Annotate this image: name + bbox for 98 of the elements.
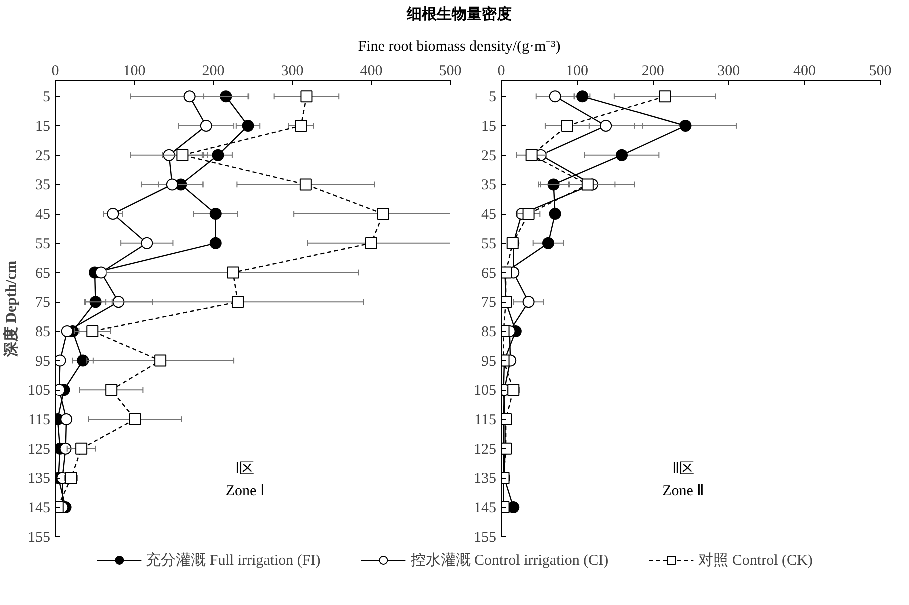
point bbox=[506, 237, 519, 250]
point bbox=[680, 120, 692, 132]
legend-label: 对照 Control (CK) bbox=[698, 552, 813, 570]
point bbox=[60, 442, 72, 455]
y-tick-label: 5 bbox=[43, 90, 50, 106]
y-tick-label: 45 bbox=[482, 207, 496, 224]
y-tick-label: 135 bbox=[474, 471, 496, 488]
y-tick-label: 155 bbox=[474, 530, 496, 546]
y-tick-label: 115 bbox=[474, 412, 497, 429]
point bbox=[242, 120, 254, 132]
point bbox=[232, 296, 244, 308]
point bbox=[107, 208, 120, 220]
x-tick-label: 500 bbox=[869, 64, 892, 80]
x-tick-label: 100 bbox=[123, 64, 146, 80]
y-tick-label: 85 bbox=[36, 324, 50, 340]
y-tick-label: 145 bbox=[474, 500, 496, 517]
point bbox=[166, 178, 178, 191]
y-tick-label: 95 bbox=[36, 354, 50, 370]
point bbox=[86, 325, 99, 338]
x-tick-label: 100 bbox=[566, 64, 589, 80]
point bbox=[366, 237, 378, 250]
y-tick-label: 25 bbox=[36, 148, 50, 164]
point bbox=[200, 120, 212, 132]
y-tick-label: 85 bbox=[482, 324, 496, 340]
x-tick-label: 300 bbox=[281, 64, 304, 80]
point bbox=[549, 208, 562, 220]
y-tick-label: 55 bbox=[36, 236, 50, 252]
x-tick-label: 0 bbox=[52, 64, 60, 80]
y-tick-label: 115 bbox=[28, 412, 51, 429]
point bbox=[65, 472, 78, 484]
x-tick-label: 200 bbox=[642, 64, 664, 80]
y-tick-label: 145 bbox=[28, 500, 50, 517]
x-tick-label: 200 bbox=[202, 64, 225, 80]
y-tick-label: 15 bbox=[36, 118, 50, 135]
x-tick-label: 400 bbox=[360, 64, 383, 80]
point bbox=[508, 384, 520, 396]
point bbox=[576, 90, 589, 103]
point bbox=[129, 414, 142, 426]
x-tick-label: 500 bbox=[439, 64, 462, 80]
point bbox=[526, 149, 538, 162]
point bbox=[95, 266, 108, 279]
y-axis-title: 深度 Depth/cm bbox=[2, 260, 20, 358]
point bbox=[210, 208, 222, 220]
point bbox=[184, 90, 196, 103]
point bbox=[295, 120, 308, 132]
point bbox=[76, 442, 88, 455]
y-tick-label: 45 bbox=[36, 207, 50, 224]
annotation: Ⅱ区 bbox=[672, 461, 694, 478]
x-tick-label: 400 bbox=[793, 64, 816, 80]
point bbox=[141, 237, 154, 250]
y-tick-label: 95 bbox=[482, 354, 496, 370]
y-tick-label: 15 bbox=[482, 118, 496, 135]
point bbox=[227, 266, 240, 279]
annotation: Ⅰ区 bbox=[236, 461, 255, 478]
point bbox=[56, 384, 66, 396]
x-axis-title: Fine root biomass density/(g·m⁻³) bbox=[358, 38, 561, 57]
y-tick-label: 35 bbox=[482, 178, 496, 194]
point bbox=[659, 90, 672, 103]
point bbox=[561, 120, 574, 132]
y-tick-label: 65 bbox=[482, 266, 496, 282]
x-tick-label: 300 bbox=[718, 64, 740, 80]
point bbox=[212, 149, 224, 162]
point bbox=[77, 354, 90, 367]
point bbox=[600, 120, 612, 132]
x-tick-label: 0 bbox=[498, 64, 506, 80]
annotation: Zone Ⅰ bbox=[226, 483, 264, 500]
y-tick-label: 155 bbox=[28, 530, 50, 546]
point bbox=[210, 237, 222, 250]
annotation: Zone Ⅱ bbox=[662, 483, 704, 500]
y-tick-label: 75 bbox=[482, 295, 496, 312]
point bbox=[549, 90, 562, 103]
point bbox=[176, 149, 189, 162]
point bbox=[300, 90, 313, 103]
point bbox=[522, 208, 535, 220]
point bbox=[377, 208, 390, 220]
point bbox=[106, 384, 118, 396]
y-tick-label: 125 bbox=[474, 442, 496, 458]
point bbox=[542, 237, 554, 250]
point bbox=[60, 414, 73, 426]
point bbox=[522, 296, 535, 308]
y-tick-label: 135 bbox=[28, 471, 50, 488]
legend-label: 充分灌溉 Full irrigation (FI) bbox=[146, 551, 321, 570]
point bbox=[300, 178, 312, 191]
y-tick-label: 125 bbox=[28, 442, 50, 458]
y-tick-label: 55 bbox=[482, 236, 496, 252]
y-tick-label: 65 bbox=[36, 266, 50, 282]
point bbox=[582, 178, 594, 191]
y-tick-label: 35 bbox=[36, 178, 50, 194]
y-tick-label: 105 bbox=[474, 383, 496, 400]
chart-title: 细根生物量密度 bbox=[407, 5, 512, 25]
point bbox=[61, 325, 74, 338]
point bbox=[616, 149, 628, 162]
legend-label: 控水灌溉 Control irrigation (CI) bbox=[410, 552, 609, 570]
y-tick-label: 5 bbox=[489, 90, 496, 106]
point bbox=[154, 354, 167, 367]
y-tick-label: 25 bbox=[482, 148, 496, 164]
y-tick-label: 105 bbox=[28, 383, 50, 400]
y-tick-label: 75 bbox=[36, 295, 50, 312]
